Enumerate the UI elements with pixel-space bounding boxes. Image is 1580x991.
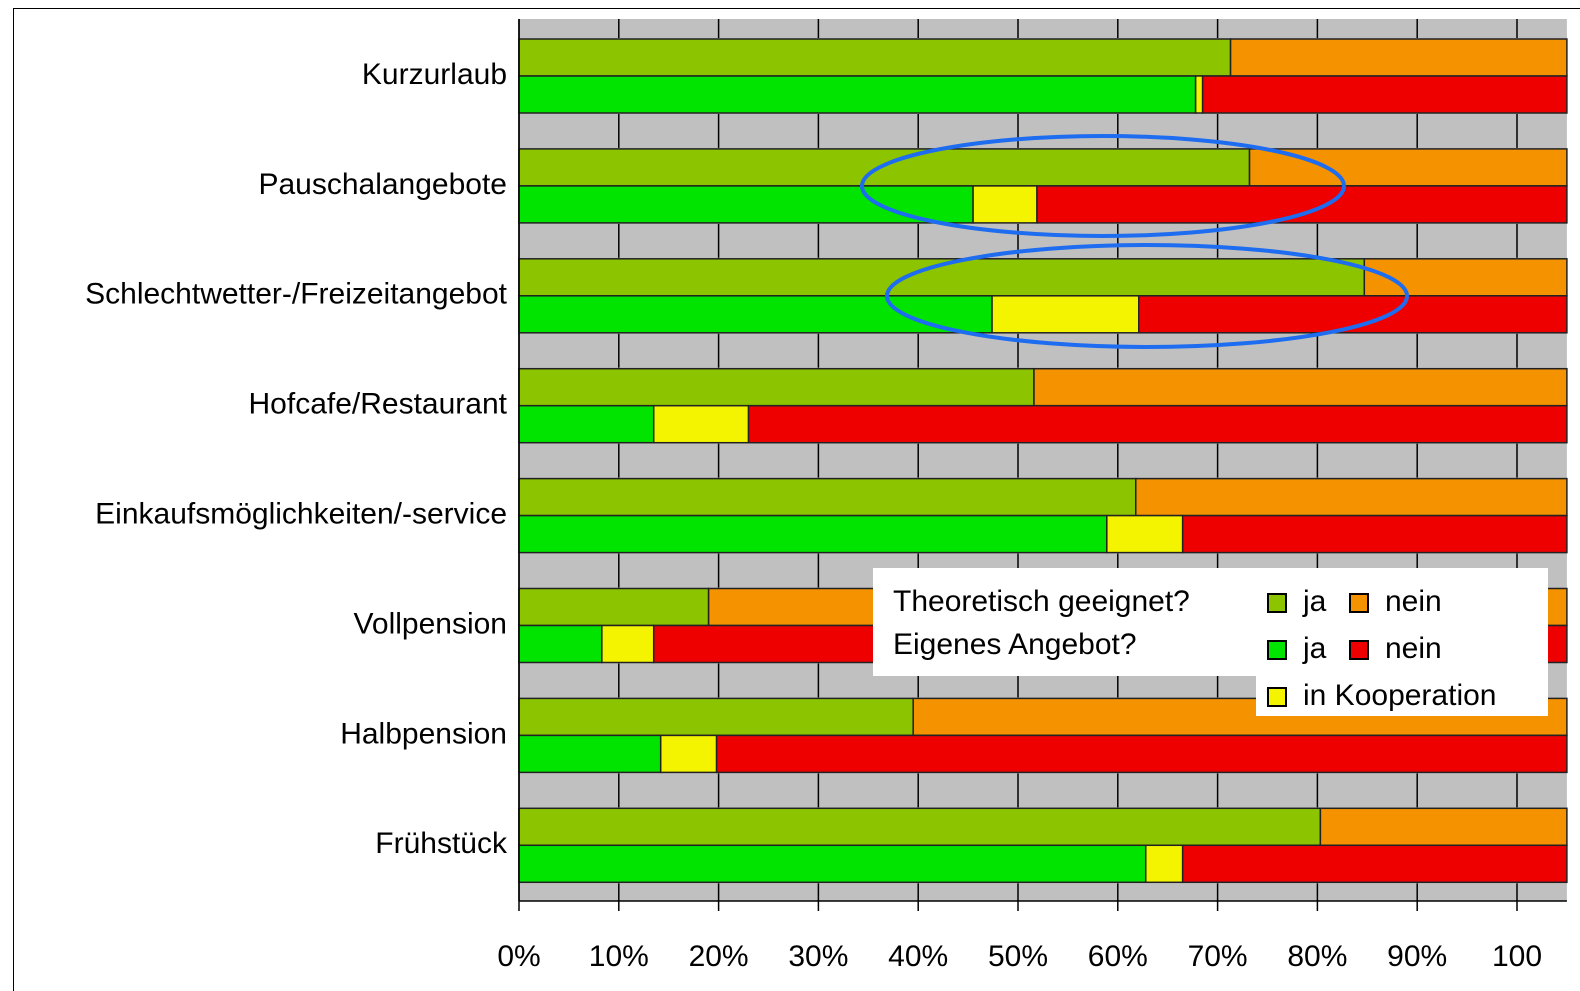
bar-segment (518, 807, 1322, 847)
bar-segment (747, 404, 1568, 444)
category-label: Frühstück (375, 827, 508, 860)
bar-segment (1319, 807, 1568, 847)
bar-segment (1144, 844, 1184, 884)
bar-segment (518, 75, 1197, 114)
x-tick-label: 60% (1088, 940, 1148, 973)
x-tick-label: 0% (497, 940, 540, 973)
x-tick-label: 70% (1188, 940, 1248, 973)
bar-segment (1106, 514, 1184, 554)
legend-swatch (1267, 687, 1287, 707)
bar-segment (1248, 148, 1568, 187)
bar-segment (1194, 75, 1204, 114)
bar-segment (1181, 844, 1568, 884)
x-tick-label: 90% (1387, 940, 1447, 973)
legend-label: ja (1302, 585, 1327, 618)
legend-box (1256, 670, 1548, 716)
category-label: Schlechtwetter-/Freizeitangebot (85, 278, 508, 311)
bar-segment (659, 734, 718, 774)
bar-segment (518, 624, 603, 664)
legend-swatch (1267, 640, 1287, 660)
bar-segment (972, 185, 1038, 224)
annotations: Theoretisch geeignet? Eigenes Angebot? ja n… (860, 134, 1548, 716)
bar-segment (601, 624, 655, 664)
bar-segment (518, 185, 974, 224)
legend-label: ja (1302, 632, 1327, 665)
bar-segment (518, 697, 914, 737)
legend-swatch (1349, 593, 1369, 613)
x-tick-label: 10% (589, 940, 649, 973)
bar-segment (1036, 185, 1568, 224)
x-tick-label: 80% (1287, 940, 1347, 973)
bar-segment (518, 404, 655, 444)
bar-segment (518, 477, 1137, 517)
legend-swatch (1267, 593, 1287, 613)
plot-area: 0% 10% 20% 30% 40% 50% 60% 70% 80% 90% 100 Kurzurla… (85, 19, 1568, 973)
bar-segment (1229, 38, 1568, 77)
bar-segment (518, 367, 1035, 407)
bar-segment (652, 404, 750, 444)
legend-label: nein (1385, 632, 1442, 665)
x-tick-label: 20% (689, 940, 749, 973)
bar-segment (1201, 75, 1568, 114)
category-label: Vollpension (354, 607, 507, 640)
bar-segment (1363, 258, 1568, 297)
legend-group-label: Theoretisch geeignet? (893, 585, 1190, 618)
category-label: Hofcafe/Restaurant (249, 388, 508, 421)
x-tick-label: 100 (1492, 940, 1542, 973)
x-tick-label: 30% (788, 940, 848, 973)
category-label: Halbpension (340, 717, 507, 750)
bar-segment (518, 844, 1147, 884)
bar-segment (518, 38, 1232, 77)
bar-segment (1181, 514, 1568, 554)
category-label: Kurzurlaub (362, 58, 507, 91)
legend-label: nein (1385, 585, 1442, 618)
x-tick-label: 50% (988, 940, 1048, 973)
category-label: Pauschalangebote (258, 168, 507, 201)
bar-segment (991, 295, 1140, 334)
bar-segment (518, 514, 1108, 554)
bar-segment (715, 734, 1568, 774)
legend-swatch (1349, 640, 1369, 660)
legend-box (873, 568, 1548, 676)
bar-segment (518, 148, 1251, 187)
category-label: Einkaufsmöglichkeiten/-service (95, 498, 507, 531)
x-tick-label: 40% (888, 940, 948, 973)
bar-segment (1135, 477, 1568, 517)
legend-label: in Kooperation (1303, 679, 1496, 712)
highlight-ellipse (885, 243, 1409, 349)
bar-segment (518, 295, 993, 334)
bar-segment (518, 734, 662, 774)
bar-segment (1033, 367, 1568, 407)
bar-segment (518, 587, 710, 627)
highlight-ellipse (860, 134, 1346, 238)
legend-group-label: Eigenes Angebot? (893, 628, 1137, 661)
